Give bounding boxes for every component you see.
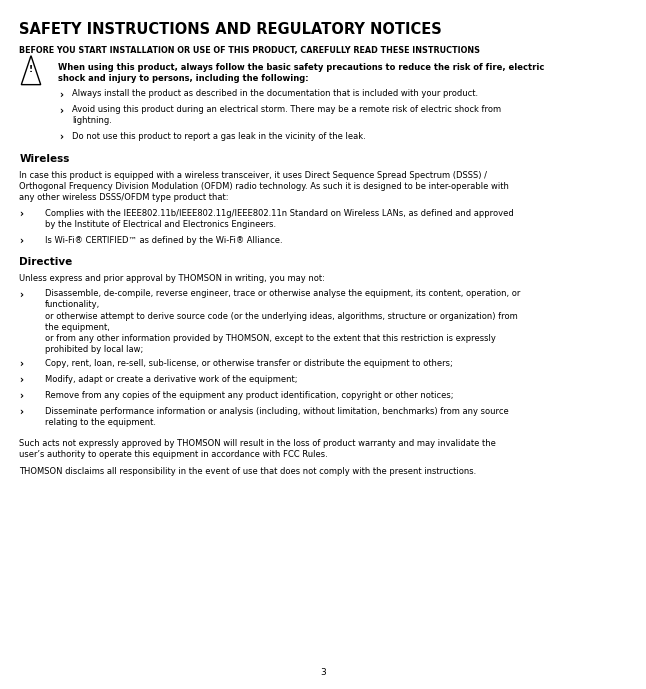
Text: ›: › bbox=[59, 105, 63, 115]
Text: THOMSON disclaims all responsibility in the event of use that does not comply wi: THOMSON disclaims all responsibility in … bbox=[19, 467, 477, 476]
Text: Is Wi-Fi® CERTIFIED™ as defined by the Wi-Fi® Alliance.: Is Wi-Fi® CERTIFIED™ as defined by the W… bbox=[45, 236, 283, 245]
Text: Disassemble, de-compile, reverse engineer, trace or otherwise analyse the equipm: Disassemble, de-compile, reverse enginee… bbox=[45, 289, 521, 354]
Text: 3: 3 bbox=[320, 668, 326, 677]
Text: Do not use this product to report a gas leak in the vicinity of the leak.: Do not use this product to report a gas … bbox=[72, 132, 366, 141]
Text: ›: › bbox=[19, 209, 23, 219]
Text: In case this product is equipped with a wireless transceiver, it uses Direct Seq: In case this product is equipped with a … bbox=[19, 171, 509, 202]
Text: Copy, rent, loan, re-sell, sub-license, or otherwise transfer or distribute the : Copy, rent, loan, re-sell, sub-license, … bbox=[45, 359, 453, 368]
Text: Such acts not expressly approved by THOMSON will result in the loss of product w: Such acts not expressly approved by THOM… bbox=[19, 439, 496, 459]
Text: When using this product, always follow the basic safety precautions to reduce th: When using this product, always follow t… bbox=[58, 63, 545, 83]
Text: Modify, adapt or create a derivative work of the equipment;: Modify, adapt or create a derivative wor… bbox=[45, 375, 298, 384]
Text: ›: › bbox=[19, 359, 23, 369]
Text: ›: › bbox=[19, 391, 23, 401]
Text: ›: › bbox=[59, 90, 63, 99]
Text: Unless express and prior approval by THOMSON in writing, you may not:: Unless express and prior approval by THO… bbox=[19, 274, 325, 283]
Text: ›: › bbox=[19, 236, 23, 246]
Text: Directive: Directive bbox=[19, 257, 72, 267]
Text: !: ! bbox=[29, 65, 33, 74]
Text: Complies with the IEEE802.11b/IEEE802.11g/IEEE802.11n Standard on Wireless LANs,: Complies with the IEEE802.11b/IEEE802.11… bbox=[45, 209, 514, 229]
Text: Disseminate performance information or analysis (including, without limitation, : Disseminate performance information or a… bbox=[45, 407, 509, 427]
Text: SAFETY INSTRUCTIONS AND REGULATORY NOTICES: SAFETY INSTRUCTIONS AND REGULATORY NOTIC… bbox=[19, 22, 442, 37]
Text: Avoid using this product during an electrical storm. There may be a remote risk : Avoid using this product during an elect… bbox=[72, 105, 501, 125]
Text: ›: › bbox=[19, 407, 23, 417]
Text: ›: › bbox=[19, 375, 23, 385]
Text: Wireless: Wireless bbox=[19, 154, 70, 163]
Text: Remove from any copies of the equipment any product identification, copyright or: Remove from any copies of the equipment … bbox=[45, 391, 453, 400]
Text: Always install the product as described in the documentation that is included wi: Always install the product as described … bbox=[72, 90, 479, 99]
Text: ›: › bbox=[59, 132, 63, 142]
Text: BEFORE YOU START INSTALLATION OR USE OF THIS PRODUCT, CAREFULLY READ THESE INSTR: BEFORE YOU START INSTALLATION OR USE OF … bbox=[19, 45, 481, 54]
Text: ›: › bbox=[19, 289, 23, 300]
